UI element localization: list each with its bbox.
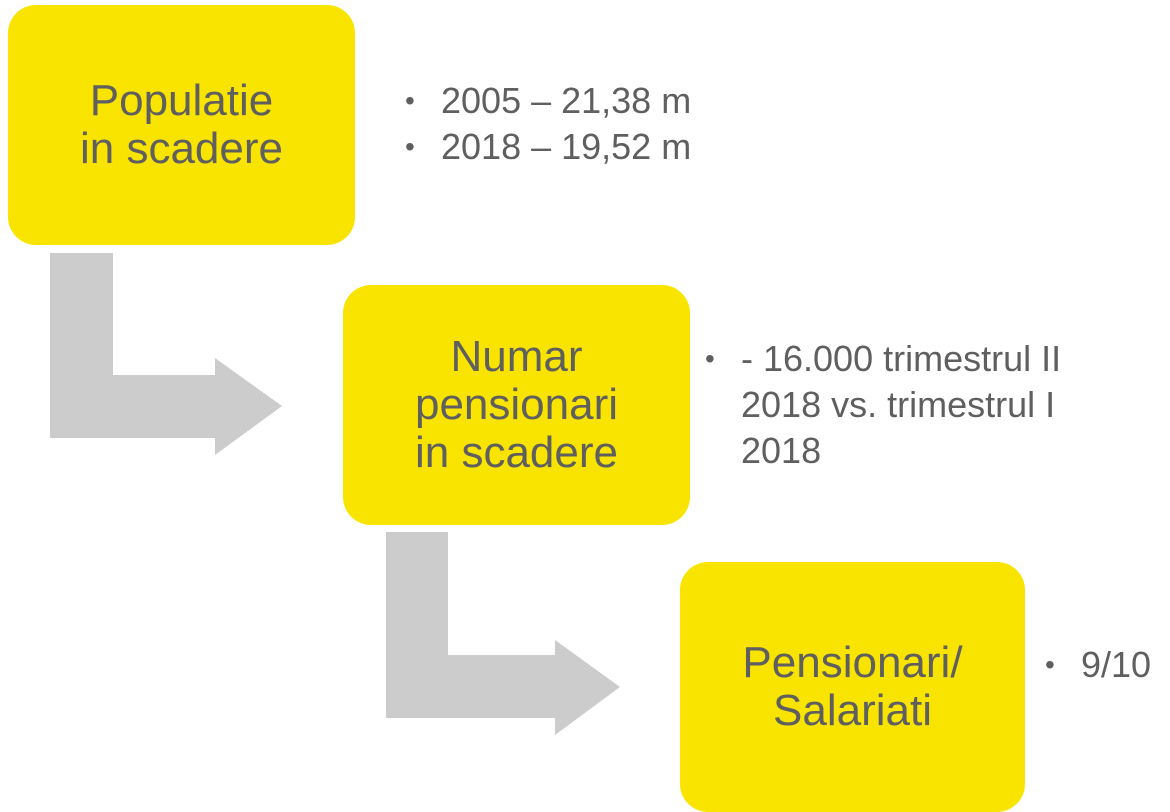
bullet: 9/10 <box>1045 642 1170 688</box>
bullet-list: 2005 – 21,38 m2018 – 19,52 m <box>405 78 905 170</box>
label-line: in scadere <box>79 124 283 173</box>
arrow <box>386 532 620 735</box>
label-line: pensionari <box>414 380 619 429</box>
node-box: Numar pensionari in scadere <box>343 285 690 525</box>
arrow <box>50 253 282 455</box>
bullet-list: 9/10 <box>1045 642 1170 688</box>
bullet: 2018 – 19,52 m <box>405 124 905 170</box>
label-line: in scadere <box>414 428 618 477</box>
label-line: Salariati <box>773 686 932 735</box>
bullet: 2005 – 21,38 m <box>405 78 905 124</box>
label-line: Populatie <box>89 76 274 125</box>
bullet: - 16.000 trimestrul II 2018 vs. trimestr… <box>705 336 1125 474</box>
label-line: Pensionari/ <box>742 638 963 687</box>
node-box: Pensionari/Salariati <box>680 562 1025 812</box>
node-label: Pensionari/Salariati <box>742 639 962 735</box>
bullet-list: - 16.000 trimestrul II 2018 vs. trimestr… <box>705 336 1125 474</box>
node-label: Populatie in scadere <box>80 77 283 173</box>
node-label: Numar pensionari in scadere <box>415 333 618 477</box>
node-box: Populatie in scadere <box>8 5 355 245</box>
label-line: Numar <box>450 332 583 381</box>
